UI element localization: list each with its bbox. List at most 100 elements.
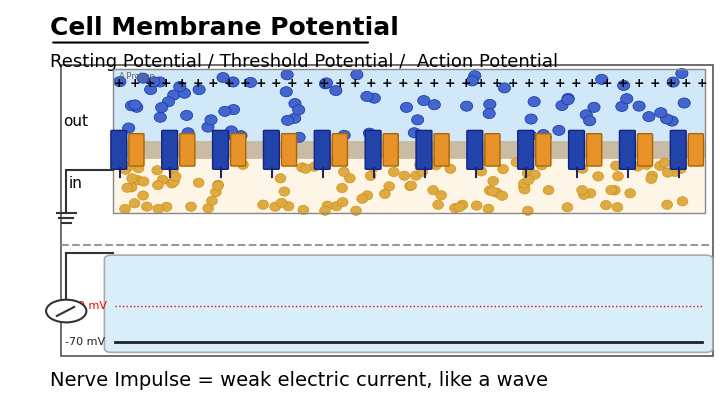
Ellipse shape <box>166 179 177 188</box>
Ellipse shape <box>483 109 495 119</box>
Ellipse shape <box>322 201 333 210</box>
FancyBboxPatch shape <box>619 130 635 169</box>
Ellipse shape <box>283 202 294 211</box>
Text: +: + <box>240 77 251 90</box>
Ellipse shape <box>410 171 421 180</box>
Ellipse shape <box>487 176 498 185</box>
Text: +: + <box>539 77 549 90</box>
Ellipse shape <box>579 190 590 199</box>
Ellipse shape <box>154 77 166 87</box>
Ellipse shape <box>129 100 141 110</box>
Ellipse shape <box>523 206 534 215</box>
Ellipse shape <box>436 191 446 200</box>
Ellipse shape <box>428 185 438 195</box>
Ellipse shape <box>338 130 350 141</box>
Ellipse shape <box>338 167 349 177</box>
Ellipse shape <box>433 200 444 209</box>
Ellipse shape <box>654 108 667 118</box>
Ellipse shape <box>588 102 600 112</box>
Text: +: + <box>114 77 124 90</box>
Text: +: + <box>224 77 235 90</box>
Ellipse shape <box>483 204 494 213</box>
Ellipse shape <box>193 178 204 188</box>
Ellipse shape <box>539 132 552 143</box>
Ellipse shape <box>675 164 686 173</box>
Ellipse shape <box>282 115 294 126</box>
Ellipse shape <box>120 204 130 213</box>
Text: +: + <box>366 77 377 90</box>
Ellipse shape <box>593 172 603 181</box>
Ellipse shape <box>577 185 588 195</box>
Text: +: + <box>287 77 297 90</box>
Text: out: out <box>63 114 88 129</box>
Ellipse shape <box>154 112 166 122</box>
Ellipse shape <box>181 110 193 120</box>
Ellipse shape <box>580 110 593 120</box>
Ellipse shape <box>227 77 239 87</box>
Ellipse shape <box>193 85 205 95</box>
Ellipse shape <box>613 172 624 181</box>
FancyBboxPatch shape <box>315 130 330 169</box>
Ellipse shape <box>662 200 672 209</box>
Ellipse shape <box>298 205 309 215</box>
Ellipse shape <box>450 203 461 213</box>
Text: +: + <box>382 77 392 90</box>
Ellipse shape <box>292 105 305 115</box>
Text: +: + <box>271 77 282 90</box>
Ellipse shape <box>276 198 287 207</box>
Ellipse shape <box>168 90 180 100</box>
Ellipse shape <box>399 171 410 180</box>
Ellipse shape <box>595 74 608 84</box>
Ellipse shape <box>518 182 529 192</box>
FancyBboxPatch shape <box>264 130 279 169</box>
Text: +: + <box>302 77 313 90</box>
Ellipse shape <box>525 114 537 124</box>
Ellipse shape <box>245 77 257 87</box>
Text: +: + <box>681 77 691 90</box>
Ellipse shape <box>612 202 623 212</box>
Ellipse shape <box>337 198 348 207</box>
Ellipse shape <box>537 130 549 140</box>
Ellipse shape <box>152 166 163 175</box>
Ellipse shape <box>416 132 428 142</box>
Text: +: + <box>618 77 629 90</box>
Ellipse shape <box>210 188 221 197</box>
Ellipse shape <box>238 160 248 169</box>
Text: +: + <box>161 77 171 90</box>
Ellipse shape <box>667 77 679 87</box>
Text: +: + <box>665 77 676 90</box>
FancyBboxPatch shape <box>434 134 449 166</box>
Ellipse shape <box>654 161 665 171</box>
Ellipse shape <box>122 123 135 133</box>
Ellipse shape <box>186 202 197 211</box>
Ellipse shape <box>543 185 554 195</box>
Ellipse shape <box>678 98 690 108</box>
Ellipse shape <box>212 181 223 190</box>
Ellipse shape <box>677 197 688 206</box>
Ellipse shape <box>205 115 217 125</box>
Ellipse shape <box>156 102 168 113</box>
Ellipse shape <box>660 158 670 167</box>
Text: +: + <box>192 77 203 90</box>
Ellipse shape <box>633 101 645 111</box>
Ellipse shape <box>609 185 620 195</box>
FancyBboxPatch shape <box>536 134 551 166</box>
Ellipse shape <box>179 156 190 166</box>
Ellipse shape <box>218 132 230 142</box>
Text: +: + <box>570 77 581 90</box>
Text: Cell Membrane Potential: Cell Membrane Potential <box>50 16 400 40</box>
Ellipse shape <box>161 202 172 211</box>
Ellipse shape <box>519 185 530 194</box>
Text: +: + <box>350 77 361 90</box>
FancyBboxPatch shape <box>485 134 500 166</box>
Ellipse shape <box>153 204 163 213</box>
Ellipse shape <box>647 171 657 180</box>
Ellipse shape <box>368 163 379 172</box>
Ellipse shape <box>289 113 301 124</box>
Ellipse shape <box>476 167 487 176</box>
Ellipse shape <box>384 182 395 191</box>
Ellipse shape <box>162 97 174 107</box>
Ellipse shape <box>368 93 380 103</box>
FancyBboxPatch shape <box>104 255 713 352</box>
Ellipse shape <box>418 96 430 106</box>
